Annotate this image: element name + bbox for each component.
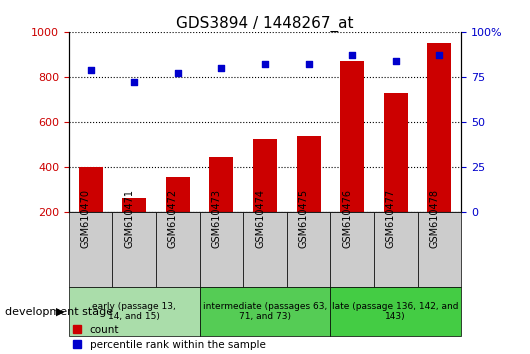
Text: GDS3894 / 1448267_at: GDS3894 / 1448267_at: [176, 16, 354, 32]
Legend: count, percentile rank within the sample: count, percentile rank within the sample: [69, 320, 270, 354]
Bar: [384, 93, 408, 258]
Bar: [287, 212, 330, 287]
Bar: [209, 157, 233, 258]
Bar: [243, 212, 287, 287]
Text: GSM610477: GSM610477: [386, 189, 396, 248]
Bar: [330, 212, 374, 287]
Bar: [340, 61, 364, 258]
Point: [304, 62, 313, 67]
Text: development stage: development stage: [5, 307, 113, 316]
Bar: [79, 167, 103, 258]
Text: GSM610478: GSM610478: [429, 189, 439, 248]
Point: [435, 52, 444, 58]
Point: [217, 65, 226, 71]
Bar: [297, 136, 321, 258]
Point: [130, 80, 138, 85]
Text: GSM610475: GSM610475: [298, 189, 308, 248]
Text: GSM610470: GSM610470: [81, 189, 91, 248]
Bar: [166, 177, 190, 258]
Bar: [69, 212, 112, 287]
Bar: [418, 212, 461, 287]
Text: GSM610476: GSM610476: [342, 189, 352, 248]
Text: intermediate (passages 63,
71, and 73): intermediate (passages 63, 71, and 73): [203, 302, 327, 321]
Bar: [253, 139, 277, 258]
Point: [86, 67, 95, 73]
Bar: [156, 212, 200, 287]
Text: early (passage 13,
14, and 15): early (passage 13, 14, and 15): [92, 302, 176, 321]
Text: GSM610474: GSM610474: [255, 189, 265, 248]
Bar: [200, 212, 243, 287]
Bar: [427, 43, 452, 258]
Text: late (passage 136, 142, and
143): late (passage 136, 142, and 143): [332, 302, 459, 321]
Bar: [200, 287, 330, 336]
Text: ▶: ▶: [56, 307, 64, 316]
Text: GSM610471: GSM610471: [124, 189, 134, 248]
Point: [392, 58, 400, 64]
Bar: [69, 287, 200, 336]
Point: [348, 52, 356, 58]
Text: GSM610473: GSM610473: [211, 189, 222, 248]
Bar: [122, 198, 146, 258]
Bar: [112, 212, 156, 287]
Point: [174, 70, 182, 76]
Point: [261, 62, 269, 67]
Bar: [330, 287, 461, 336]
Text: GSM610472: GSM610472: [168, 189, 178, 248]
Bar: [374, 212, 418, 287]
